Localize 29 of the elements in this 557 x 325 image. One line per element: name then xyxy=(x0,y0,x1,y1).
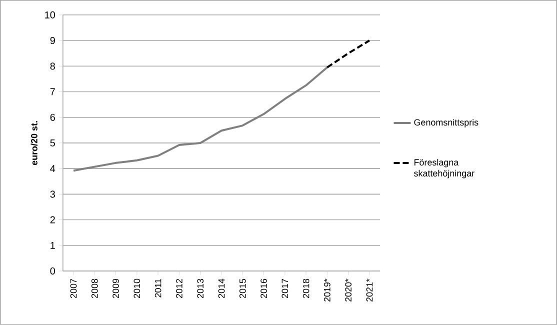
x-tick-label: 2020* xyxy=(345,278,352,302)
x-tick-label: 2009 xyxy=(112,278,119,298)
x-tick-label: 2018 xyxy=(302,278,310,298)
x-tick-label: 2010 xyxy=(134,278,140,298)
x-tick-label: 2019* xyxy=(324,278,330,302)
x-tick-label: 2007 xyxy=(70,279,77,298)
y-tick-label: 5 xyxy=(50,140,55,146)
x-tick-label: 2014 xyxy=(218,278,225,298)
y-tick-label: 0 xyxy=(50,268,56,275)
x-tick-label: 2016 xyxy=(260,278,267,298)
x-tick-label: 2013 xyxy=(197,278,204,298)
y-tick-label: 1 xyxy=(50,242,55,249)
x-tick-label: 2008 xyxy=(91,278,98,298)
y-tick-label: 7 xyxy=(50,88,55,96)
x-tick-label: 2017 xyxy=(282,279,288,298)
y-tick-label: 4 xyxy=(50,165,56,172)
x-tick-label: 2015 xyxy=(239,278,246,298)
y-tick-label: 9 xyxy=(50,37,55,44)
legend-label: Genomsnittspris xyxy=(414,118,478,128)
y-tick-label: 2 xyxy=(50,216,55,224)
legend-label: Föreslagna skattehöjningar xyxy=(414,158,474,178)
y-tick-label: 3 xyxy=(50,190,55,198)
y-tick-label: 6 xyxy=(50,114,55,121)
y-tick-label: 8 xyxy=(50,62,55,70)
y-tick-label: 10 xyxy=(45,11,56,18)
x-tick-label: 2011 xyxy=(154,279,162,298)
x-tick-label: 2021* xyxy=(366,278,373,302)
x-tick-label: 2012 xyxy=(176,279,182,298)
y-axis-title: euro/20 st. xyxy=(30,121,38,166)
